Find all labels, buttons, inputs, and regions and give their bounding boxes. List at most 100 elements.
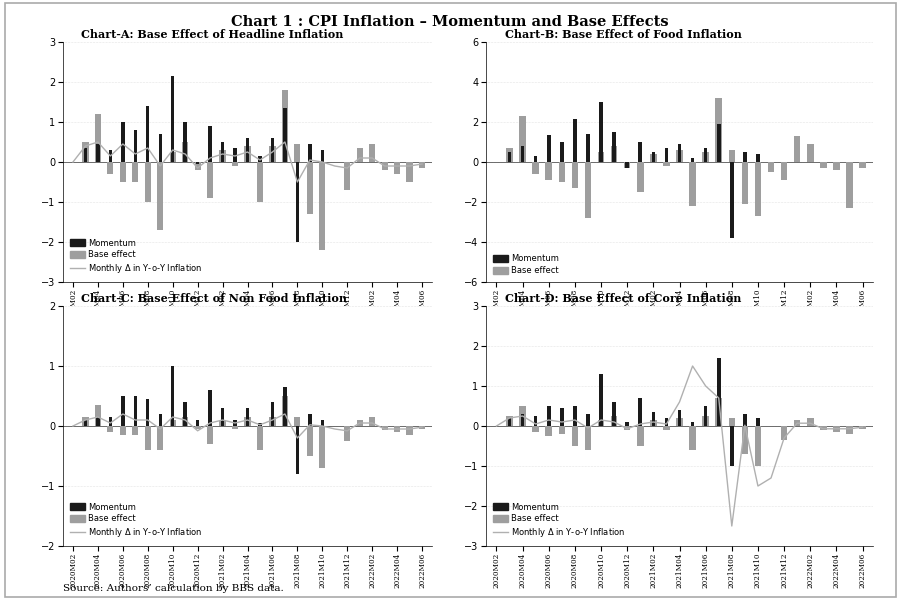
Monthly $\Delta$ in Y-o-Y Inflation: [142, 416, 153, 424]
Bar: [833, 426, 840, 432]
Bar: [611, 416, 617, 426]
Bar: [320, 420, 324, 426]
Bar: [508, 152, 511, 162]
Bar: [702, 416, 709, 426]
Monthly $\Delta$ in Y-o-Y Inflation: [367, 154, 378, 161]
Bar: [256, 426, 263, 450]
Bar: [650, 154, 657, 162]
Monthly $\Delta$ in Y-o-Y Inflation: [355, 419, 365, 427]
Bar: [545, 426, 552, 436]
Bar: [612, 132, 616, 162]
Monthly $\Delta$ in Y-o-Y Inflation: [180, 416, 191, 424]
Monthly $\Delta$ in Y-o-Y Inflation: [805, 419, 815, 427]
Monthly $\Delta$ in Y-o-Y Inflation: [700, 382, 711, 389]
Bar: [650, 420, 657, 426]
Bar: [246, 138, 249, 162]
Bar: [637, 426, 643, 446]
Bar: [294, 144, 301, 162]
Monthly $\Delta$ in Y-o-Y Inflation: [504, 415, 515, 422]
Line: Monthly $\Delta$ in Y-o-Y Inflation: Monthly $\Delta$ in Y-o-Y Inflation: [73, 414, 422, 438]
Bar: [638, 142, 642, 162]
Bar: [258, 423, 262, 426]
Bar: [689, 426, 696, 450]
Bar: [382, 426, 388, 430]
Bar: [96, 417, 100, 426]
Monthly $\Delta$ in Y-o-Y Inflation: [317, 422, 328, 430]
Bar: [122, 396, 124, 426]
Bar: [282, 396, 288, 426]
Bar: [169, 152, 176, 162]
Monthly $\Delta$ in Y-o-Y Inflation: [766, 475, 777, 482]
Monthly $\Delta$ in Y-o-Y Inflation: [544, 416, 554, 424]
Bar: [585, 162, 591, 218]
Text: Source: Authors’ calculation by BBS data.: Source: Authors’ calculation by BBS data…: [63, 584, 284, 593]
Bar: [269, 146, 275, 162]
Monthly $\Delta$ in Y-o-Y Inflation: [242, 148, 253, 155]
Bar: [611, 146, 617, 162]
Bar: [807, 418, 814, 426]
Monthly $\Delta$ in Y-o-Y Inflation: [255, 157, 266, 164]
Monthly $\Delta$ in Y-o-Y Inflation: [518, 412, 528, 419]
Monthly $\Delta$ in Y-o-Y Inflation: [634, 421, 645, 428]
Bar: [794, 420, 800, 426]
Monthly $\Delta$ in Y-o-Y Inflation: [255, 421, 266, 428]
Bar: [820, 426, 826, 430]
Bar: [572, 162, 578, 188]
Bar: [626, 162, 629, 168]
Bar: [344, 426, 350, 441]
Monthly $\Delta$ in Y-o-Y Inflation: [342, 164, 353, 172]
Bar: [418, 162, 425, 168]
Bar: [728, 150, 735, 162]
Bar: [220, 420, 226, 426]
Bar: [572, 426, 578, 446]
Bar: [652, 412, 655, 426]
Monthly $\Delta$ in Y-o-Y Inflation: [392, 163, 402, 170]
Bar: [702, 152, 709, 162]
Monthly $\Delta$ in Y-o-Y Inflation: [329, 163, 340, 170]
Bar: [689, 162, 696, 206]
Bar: [120, 162, 126, 182]
Bar: [860, 426, 866, 429]
Bar: [184, 122, 187, 162]
Monthly $\Delta$ in Y-o-Y Inflation: [204, 419, 215, 427]
Monthly $\Delta$ in Y-o-Y Inflation: [714, 394, 724, 401]
Monthly $\Delta$ in Y-o-Y Inflation: [304, 421, 315, 428]
Bar: [296, 426, 299, 474]
Bar: [196, 420, 199, 426]
Bar: [730, 162, 734, 238]
Text: Chart-C: Base Effect of Non Food Inflation: Chart-C: Base Effect of Non Food Inflati…: [81, 293, 347, 304]
Monthly $\Delta$ in Y-o-Y Inflation: [217, 151, 228, 158]
Bar: [307, 162, 313, 214]
Monthly $\Delta$ in Y-o-Y Inflation: [792, 419, 803, 427]
Bar: [246, 408, 249, 426]
Monthly $\Delta$ in Y-o-Y Inflation: [726, 523, 737, 530]
Bar: [846, 426, 852, 434]
Bar: [171, 76, 175, 162]
Bar: [269, 417, 275, 426]
Bar: [232, 162, 239, 166]
Bar: [652, 152, 655, 162]
Bar: [94, 405, 101, 426]
Bar: [158, 414, 162, 426]
Bar: [296, 162, 299, 242]
Monthly $\Delta$ in Y-o-Y Inflation: [582, 424, 593, 431]
Bar: [320, 426, 326, 468]
Line: Monthly $\Delta$ in Y-o-Y Inflation: Monthly $\Delta$ in Y-o-Y Inflation: [497, 366, 862, 526]
Monthly $\Delta$ in Y-o-Y Inflation: [379, 163, 390, 170]
Bar: [133, 396, 137, 426]
Monthly $\Delta$ in Y-o-Y Inflation: [167, 146, 178, 154]
Text: Chart-D: Base Effect of Core Inflation: Chart-D: Base Effect of Core Inflation: [506, 293, 742, 304]
Bar: [132, 162, 139, 182]
Bar: [742, 162, 748, 204]
Bar: [612, 402, 616, 426]
Monthly $\Delta$ in Y-o-Y Inflation: [778, 434, 789, 442]
Monthly $\Delta$ in Y-o-Y Inflation: [752, 482, 763, 490]
Bar: [356, 420, 363, 426]
Bar: [109, 150, 112, 162]
Bar: [637, 162, 643, 192]
Line: Monthly $\Delta$ in Y-o-Y Inflation: Monthly $\Delta$ in Y-o-Y Inflation: [73, 142, 422, 182]
Monthly $\Delta$ in Y-o-Y Inflation: [105, 152, 116, 160]
Bar: [860, 162, 866, 168]
Bar: [232, 426, 239, 429]
Bar: [407, 162, 413, 182]
